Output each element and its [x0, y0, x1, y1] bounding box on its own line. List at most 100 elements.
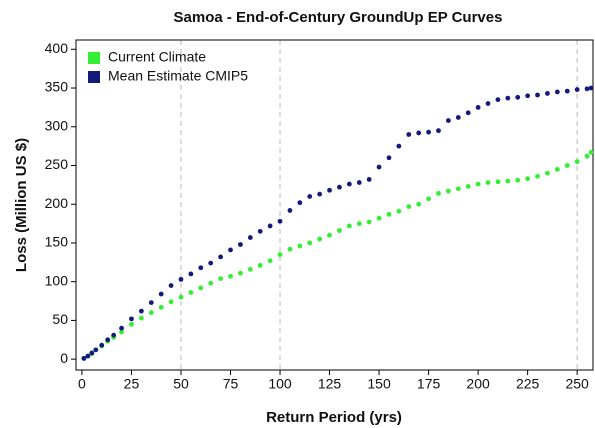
- point: [505, 178, 511, 184]
- point: [148, 300, 154, 306]
- legend-swatch: [88, 71, 100, 83]
- x-tick-label: 200: [466, 376, 490, 392]
- point: [505, 95, 511, 101]
- point: [337, 228, 342, 233]
- point: [307, 194, 313, 199]
- point: [445, 118, 451, 123]
- y-tick-label: 300: [45, 117, 69, 133]
- point: [485, 180, 491, 185]
- point: [198, 285, 204, 291]
- x-tick-label: 175: [417, 376, 441, 392]
- point: [535, 92, 540, 98]
- x-tick-label: 75: [223, 376, 239, 392]
- point: [436, 190, 441, 196]
- point: [406, 204, 412, 209]
- point: [346, 181, 352, 187]
- point: [495, 97, 501, 103]
- point: [545, 170, 550, 176]
- point: [376, 215, 382, 221]
- point: [218, 254, 224, 260]
- point: [327, 232, 332, 238]
- point: [267, 223, 273, 229]
- point: [317, 191, 323, 197]
- chart-title: Samoa - End-of-Century GroundUp EP Curve…: [174, 9, 503, 26]
- point: [178, 294, 184, 300]
- point: [545, 91, 550, 96]
- point: [287, 208, 293, 213]
- point: [297, 200, 303, 206]
- point: [277, 252, 283, 257]
- point: [554, 89, 560, 95]
- point: [436, 128, 441, 134]
- point: [158, 304, 164, 310]
- x-tick-label: 0: [78, 376, 86, 392]
- point: [337, 184, 342, 190]
- point: [574, 159, 580, 165]
- point: [238, 270, 243, 276]
- point: [93, 347, 99, 353]
- point: [218, 276, 224, 281]
- point: [386, 155, 392, 161]
- y-tick-label: 100: [45, 272, 69, 288]
- point: [564, 163, 570, 168]
- point: [277, 218, 283, 224]
- point: [198, 265, 204, 271]
- point: [376, 164, 382, 170]
- point: [208, 260, 214, 266]
- point: [455, 115, 461, 120]
- point: [99, 342, 105, 348]
- point: [554, 166, 560, 172]
- point: [89, 350, 95, 356]
- point: [366, 219, 372, 225]
- point: [297, 243, 303, 249]
- point: [129, 321, 134, 327]
- point: [396, 208, 402, 214]
- point: [406, 132, 412, 137]
- point: [168, 299, 174, 305]
- point: [317, 236, 323, 242]
- point: [138, 315, 144, 321]
- x-tick-label: 100: [268, 376, 292, 392]
- point: [257, 228, 263, 234]
- point: [111, 332, 117, 338]
- point: [465, 184, 471, 189]
- point: [475, 181, 481, 187]
- point: [366, 177, 372, 182]
- legend-label: Mean Estimate CMIP5: [108, 68, 248, 84]
- point: [188, 271, 194, 277]
- point: [584, 86, 590, 92]
- point: [564, 88, 570, 94]
- point: [495, 179, 501, 185]
- point: [267, 258, 273, 264]
- point: [574, 87, 580, 92]
- y-tick-label: 400: [45, 40, 69, 56]
- point: [396, 143, 402, 149]
- point: [119, 329, 124, 335]
- plot-frame: [75, 39, 594, 371]
- point: [287, 246, 293, 252]
- point: [158, 291, 164, 297]
- point: [535, 173, 540, 179]
- point: [515, 94, 521, 100]
- point: [525, 176, 531, 182]
- point: [81, 355, 87, 361]
- y-axis-title: Loss (Million US $): [13, 138, 30, 272]
- point: [525, 93, 531, 99]
- legend-swatch: [88, 52, 100, 64]
- point: [129, 316, 134, 322]
- x-axis-title: Return Period (yrs): [266, 409, 402, 426]
- point: [455, 186, 461, 192]
- point: [588, 85, 594, 91]
- point: [416, 130, 422, 136]
- point: [228, 273, 233, 279]
- point: [327, 187, 332, 193]
- y-tick-label: 200: [45, 195, 69, 211]
- point: [105, 337, 111, 343]
- point: [307, 240, 313, 246]
- point: [119, 325, 124, 331]
- point: [416, 201, 422, 207]
- y-tick-label: 350: [45, 79, 69, 95]
- point: [178, 276, 184, 282]
